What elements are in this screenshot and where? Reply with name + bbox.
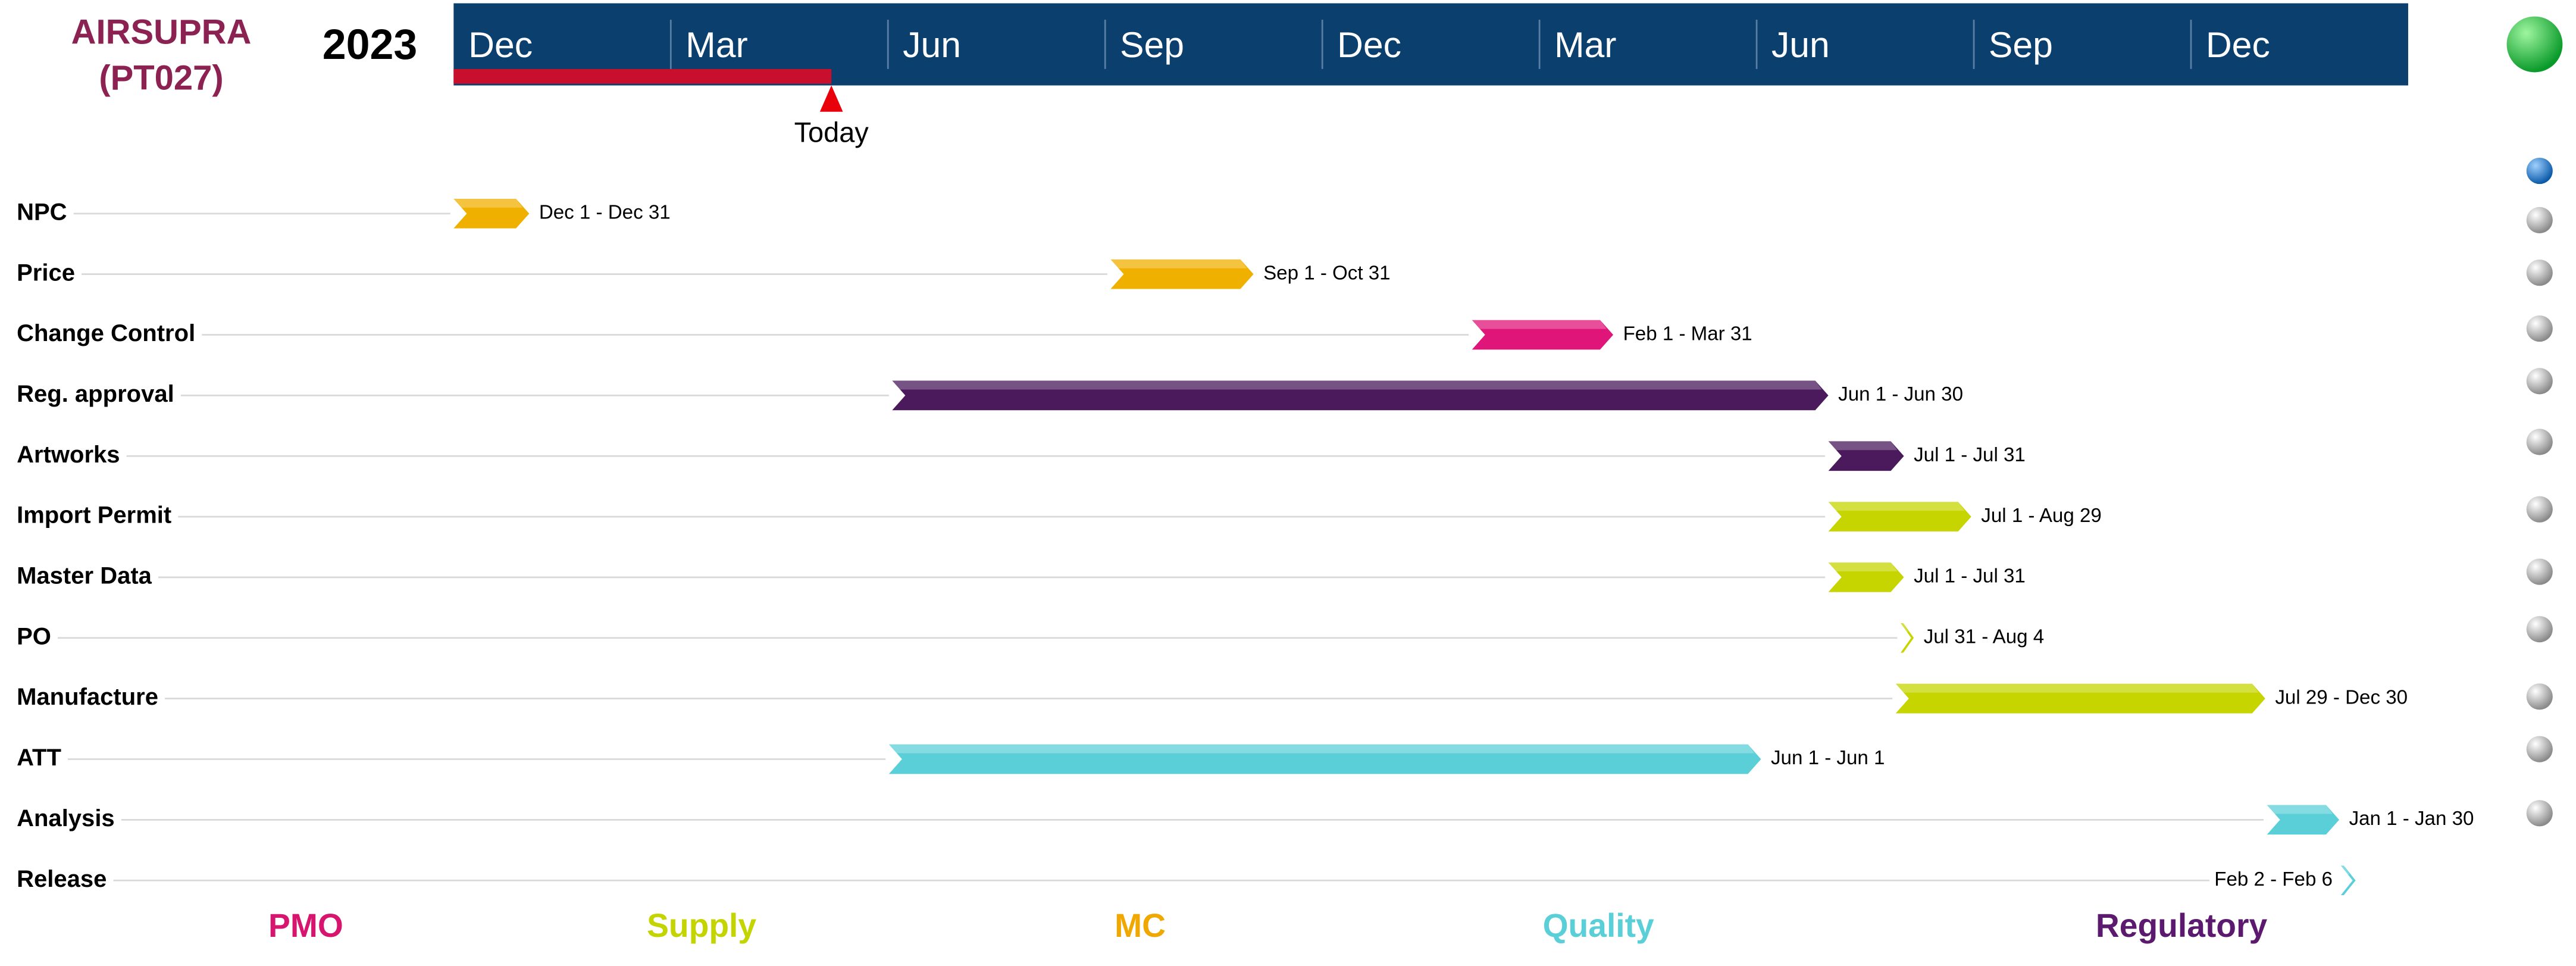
task-bar-highlight <box>1110 259 1247 268</box>
task-bar <box>1472 320 1614 350</box>
task-label: Change Control <box>17 320 195 346</box>
task-label: ATT <box>17 745 61 771</box>
task-dates: Jun 1 - Jun 30 <box>1838 383 1963 405</box>
task-label: PO <box>17 623 51 649</box>
month-label: Dec <box>2206 24 2270 65</box>
task-label: Analysis <box>17 805 115 831</box>
month-label: Dec <box>1337 24 1401 65</box>
status-indicator <box>2526 683 2553 710</box>
task-bar-highlight <box>1828 441 1898 451</box>
task-dates: Jan 1 - Jan 30 <box>2349 808 2474 830</box>
task-bar-highlight <box>1472 320 1607 329</box>
task-bar-highlight <box>1828 562 1898 571</box>
task-label: NPC <box>17 199 67 225</box>
task-bar <box>453 198 530 229</box>
month-label: Sep <box>1989 24 2053 65</box>
status-indicator <box>2526 207 2553 233</box>
year: 2023 <box>323 21 418 68</box>
task-bar <box>892 380 1829 411</box>
task-dates: Feb 2 - Feb 6 <box>2214 868 2333 890</box>
legend-label: MC <box>1115 907 1166 944</box>
task-dates: Jul 1 - Jul 31 <box>1914 565 2026 587</box>
task-label: Price <box>17 260 75 286</box>
task-label: Import Permit <box>17 502 171 529</box>
task-label: Master Data <box>17 563 152 589</box>
task-bar-highlight <box>892 380 1822 390</box>
status-indicator <box>2526 368 2553 395</box>
status-indicator <box>2526 616 2553 643</box>
task-dates: Jul 1 - Jul 31 <box>1914 444 2026 466</box>
task-bar <box>2267 805 2340 835</box>
task-bar-highlight <box>2340 865 2350 875</box>
month-label: Jun <box>1771 24 1830 65</box>
title: AIRSUPRA <box>71 13 252 51</box>
task-label: Release <box>17 866 107 892</box>
task-bar-highlight <box>888 744 1755 754</box>
task-bar-highlight <box>2267 805 2333 814</box>
task-dates: Dec 1 - Dec 31 <box>539 202 671 224</box>
status-indicator <box>2526 558 2553 585</box>
today-marker <box>819 85 843 112</box>
task-bar <box>888 744 1761 774</box>
legend-label: Supply <box>647 907 756 944</box>
task-bar-highlight <box>1895 683 2259 693</box>
month-label: Mar <box>686 24 748 65</box>
task-label: Reg. approval <box>17 381 174 407</box>
status-indicator <box>2526 736 2553 762</box>
month-label: Jun <box>903 24 961 65</box>
task-dates: Jun 1 - Jun 1 <box>1771 747 1885 769</box>
task-bar <box>1110 259 1254 289</box>
task-bar <box>1828 562 1904 592</box>
task-bar-highlight <box>1901 623 1909 632</box>
status-indicator <box>2526 315 2553 342</box>
legend-label: Quality <box>1543 907 1654 944</box>
month-label: Mar <box>1554 24 1617 65</box>
task-bar-highlight <box>453 198 523 208</box>
today-label: Today <box>794 117 869 148</box>
status-indicator <box>2526 157 2553 185</box>
status-indicator <box>2526 800 2553 827</box>
task-dates: Jul 31 - Aug 4 <box>1924 626 2044 648</box>
task-dates: Sep 1 - Oct 31 <box>1263 262 1390 284</box>
task-dates: Jul 29 - Dec 30 <box>2275 686 2408 708</box>
progress-bar <box>453 68 832 84</box>
task-bar <box>1828 441 1904 471</box>
month-label: Dec <box>468 24 533 65</box>
status-indicator <box>2526 429 2553 455</box>
status-indicator <box>2526 496 2553 523</box>
title: (PT027) <box>99 60 223 98</box>
month-label: Sep <box>1120 24 1184 65</box>
task-label: Manufacture <box>17 684 158 710</box>
task-bar <box>2340 865 2356 896</box>
status-indicator <box>2506 16 2563 73</box>
task-bar-highlight <box>1828 502 1965 511</box>
legend-label: Regulatory <box>2096 907 2268 944</box>
task-bar <box>1828 502 1971 532</box>
task-bar <box>1895 683 2265 714</box>
status-indicator <box>2526 260 2553 286</box>
task-bar <box>1901 623 1914 653</box>
legend-label: PMO <box>268 907 343 944</box>
task-dates: Feb 1 - Mar 31 <box>1623 323 1752 345</box>
task-label: Artworks <box>17 442 120 468</box>
task-dates: Jul 1 - Aug 29 <box>1981 505 2101 527</box>
